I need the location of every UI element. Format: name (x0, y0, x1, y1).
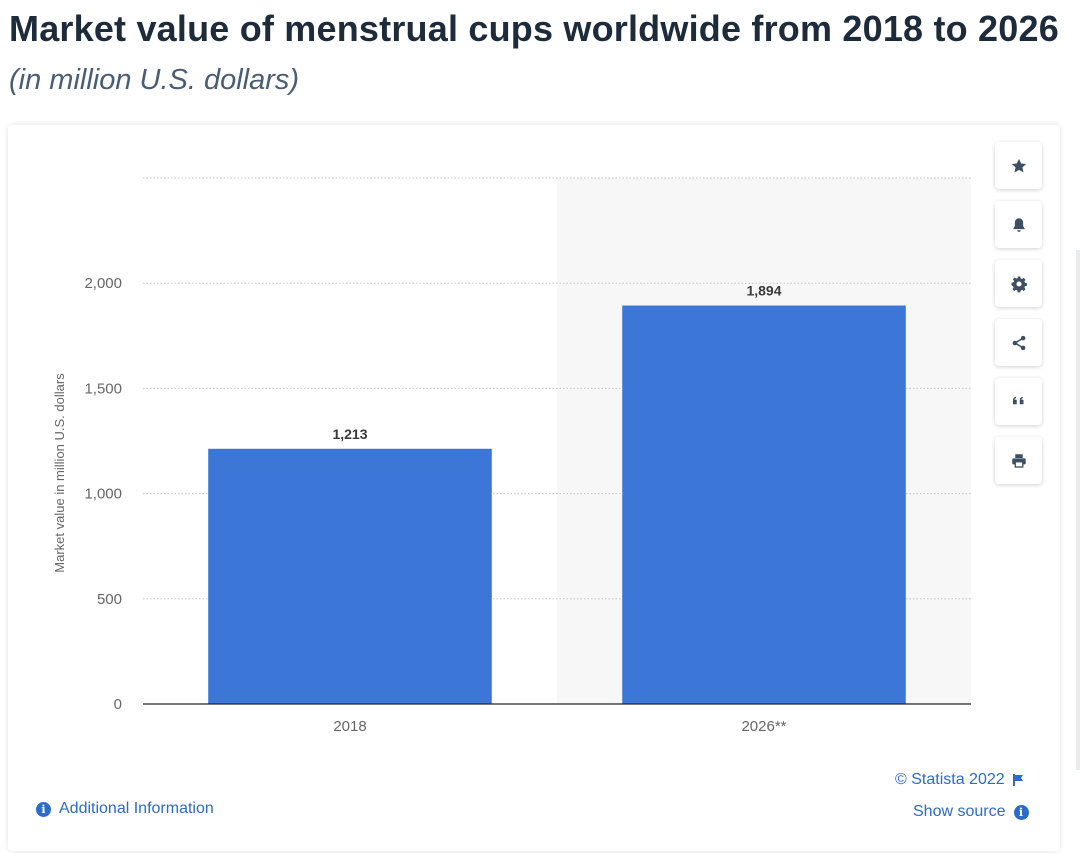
page-title: Market value of menstrual cups worldwide… (9, 8, 1059, 49)
y-tick-label: 500 (97, 591, 122, 608)
settings-button[interactable] (995, 260, 1042, 307)
bar[interactable] (208, 448, 492, 704)
y-axis-label: Market value in million U.S. dollars (52, 373, 67, 573)
y-tick-label: 1,000 (84, 486, 122, 503)
y-tick-label: 1,500 (84, 380, 122, 397)
y-tick-label: 0 (114, 696, 122, 713)
copyright-notice[interactable]: © Statista 2022 (895, 771, 1024, 789)
chart-toolbar (995, 142, 1042, 496)
x-tick-label: 2026** (741, 718, 786, 735)
share-icon (1012, 335, 1025, 350)
scroll-edge (1076, 250, 1080, 770)
gear-icon (1011, 276, 1027, 292)
show-source-link[interactable]: Show source i (913, 803, 1029, 821)
info-icon: i (1013, 804, 1029, 820)
cite-button[interactable] (995, 378, 1042, 425)
info-icon: i (36, 801, 51, 817)
show-source-label: Show source (913, 803, 1006, 820)
notification-button[interactable] (995, 201, 1042, 248)
bars-layer: 1,213 2018 1,894 2026** (208, 283, 906, 735)
y-tick-label: 2,000 (84, 275, 122, 292)
favorite-button[interactable] (995, 142, 1042, 189)
star-icon (1011, 158, 1026, 172)
bar-value-label: 1,213 (332, 426, 367, 442)
print-button[interactable] (995, 437, 1042, 484)
bar[interactable] (622, 305, 906, 704)
flag-icon (1012, 774, 1023, 786)
additional-information-label: Additional Information (59, 800, 214, 817)
additional-information-link[interactable]: i Additional Information (36, 800, 214, 818)
bell-icon (1012, 217, 1025, 232)
page-subtitle: (in million U.S. dollars) (9, 64, 300, 96)
copyright-text: © Statista 2022 (895, 771, 1005, 788)
quote-icon (1012, 396, 1023, 404)
print-icon (1011, 453, 1026, 468)
share-button[interactable] (995, 319, 1042, 366)
x-tick-label: 2018 (333, 718, 366, 735)
bar-value-label: 1,894 (746, 283, 781, 299)
